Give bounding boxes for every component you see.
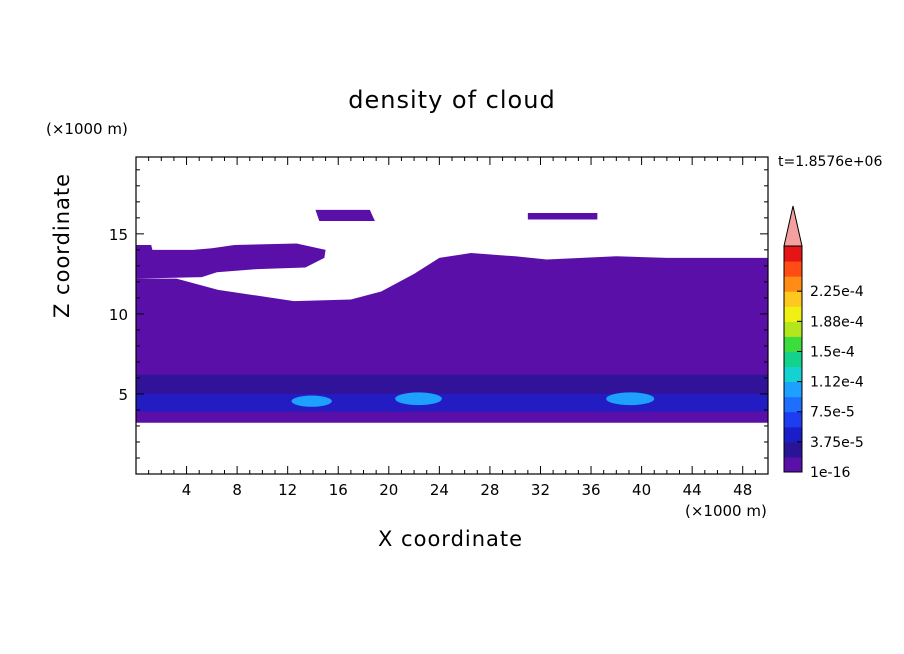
colorbar-segment: [784, 396, 802, 413]
colorbar-segment: [784, 426, 802, 443]
x-tick-label: 4: [182, 481, 192, 499]
colorbar-segment: [784, 261, 802, 277]
x-tick-label: 8: [232, 481, 242, 499]
time-label: t=1.8576e+06: [778, 154, 883, 170]
colorbar-tick-label: 2.25e-4: [810, 284, 864, 300]
colorbar-segment: [784, 351, 802, 368]
colorbar-tick-label: 3.75e-5: [810, 435, 864, 451]
y-tick-label: 15: [109, 226, 128, 244]
contour-fill-group: [136, 209, 768, 423]
colorbar-segment: [784, 306, 802, 322]
colorbar-extend-arrow: [783, 205, 803, 247]
colorbar-tick-label: 1.5e-4: [810, 344, 855, 360]
colorbar-segment: [784, 411, 802, 428]
x-tick-label: 12: [278, 481, 297, 499]
colorbar-segment: [784, 246, 802, 262]
x-tick-label: 36: [581, 481, 600, 499]
colorbar-segment: [784, 321, 802, 337]
x-tick-label: 44: [683, 481, 702, 499]
y-tick-label: 10: [109, 306, 128, 324]
x-tick-label: 24: [430, 481, 449, 499]
contour-region: [315, 209, 375, 222]
colorbar-tick-label: 1.88e-4: [810, 314, 864, 330]
x-tick-label: 48: [733, 481, 752, 499]
x-tick-label: 28: [480, 481, 499, 499]
x-axis-label: X coordinate: [378, 527, 524, 551]
x-tick-label: 32: [531, 481, 550, 499]
z-axis-unit-label: (×1000 m): [46, 120, 128, 138]
colorbar-segment: [784, 291, 802, 307]
colorbar-segment: [784, 366, 802, 383]
contour-band: [291, 395, 332, 407]
colorbar-segment: [784, 456, 802, 473]
contour-region: [527, 213, 598, 220]
contour-band: [136, 393, 768, 412]
colorbar-tick-label: 7.5e-5: [810, 405, 855, 421]
colorbar-segment: [784, 441, 802, 458]
chart-title: density of cloud: [348, 86, 556, 114]
y-tick-label: 5: [118, 386, 128, 404]
contour-band: [606, 392, 655, 406]
contour-region: [136, 243, 326, 279]
colorbar-segment: [784, 276, 802, 292]
contour-band: [136, 374, 768, 394]
x-tick-label: 40: [632, 481, 651, 499]
contour-band: [395, 392, 442, 406]
colorbar-tick-label: 1e-16: [810, 465, 850, 481]
x-tick-label: 20: [379, 481, 398, 499]
colorbar-tick-label: 1.12e-4: [810, 375, 864, 391]
colorbar-frame: [783, 245, 803, 473]
x-axis-unit-label: (×1000 m): [685, 502, 767, 520]
colorbar-segment: [784, 381, 802, 398]
x-tick-label: 16: [329, 481, 348, 499]
colorbar-segment: [784, 336, 802, 352]
